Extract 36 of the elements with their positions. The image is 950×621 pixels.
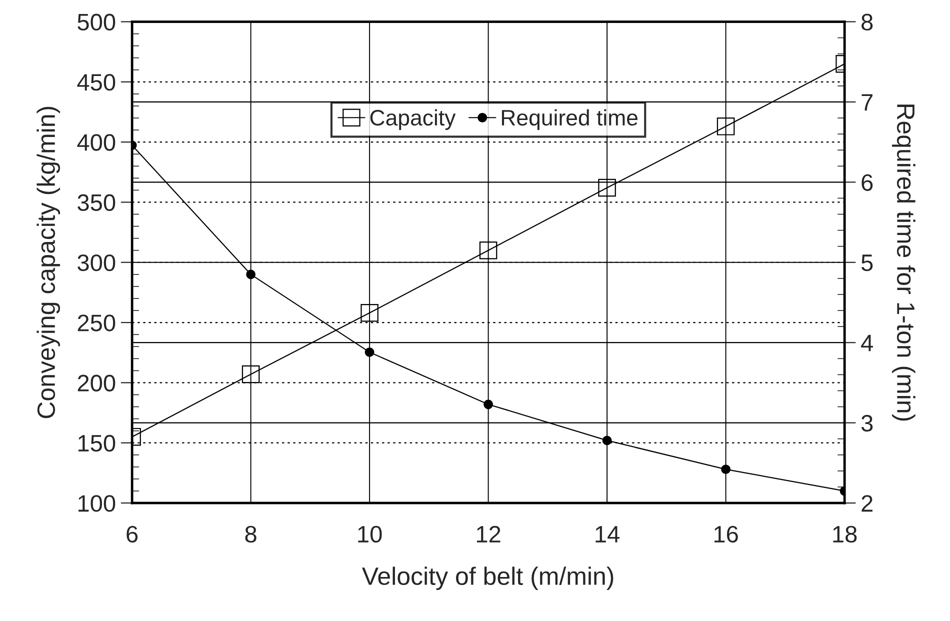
y2-tick-label: 6 [862,174,873,191]
legend-label: Capacity [370,109,456,130]
y2-axis-title: Required time for 1-ton (min) [892,104,916,421]
y2-tick-label: 7 [862,94,872,111]
y-tick-label: 150 [78,434,116,452]
point [721,464,731,474]
point [364,347,374,357]
point [246,270,256,280]
x-tick-label: 6 [126,526,138,543]
legend-label: Required time [502,109,638,130]
y2-tick-label: 2 [862,495,872,512]
x-tick-label: 12 [476,526,500,542]
x-tick-label: 10 [358,526,382,543]
y-tick-label: 300 [78,254,116,272]
y-tick-label: 450 [77,74,116,91]
point [484,400,494,410]
point [360,304,378,322]
x-tick-label: 16 [714,526,738,543]
point [602,436,612,446]
y-tick-label: 200 [78,374,116,392]
y2-tick-label: 4 [861,334,873,352]
y-tick-label: 350 [78,194,116,211]
y-tick-label: 250 [78,314,116,332]
y-tick-label: 100 [78,495,116,512]
x-tick-label: 8 [245,526,256,543]
x-axis-title: Velocity of belt (m/min) [362,566,614,590]
point [479,241,498,260]
y2-tick-label: 8 [862,14,873,31]
y2-tick-label: 3 [861,414,873,432]
y2-tick-label: 5 [861,254,873,272]
x-tick-label: 14 [596,526,620,542]
y-tick-label: 500 [78,14,116,31]
point [598,178,616,197]
y-tick-label: 400 [77,134,116,151]
x-tick-label: 18 [833,526,857,543]
y-axis-title: Conveying capacity (kg/min) [36,106,60,418]
